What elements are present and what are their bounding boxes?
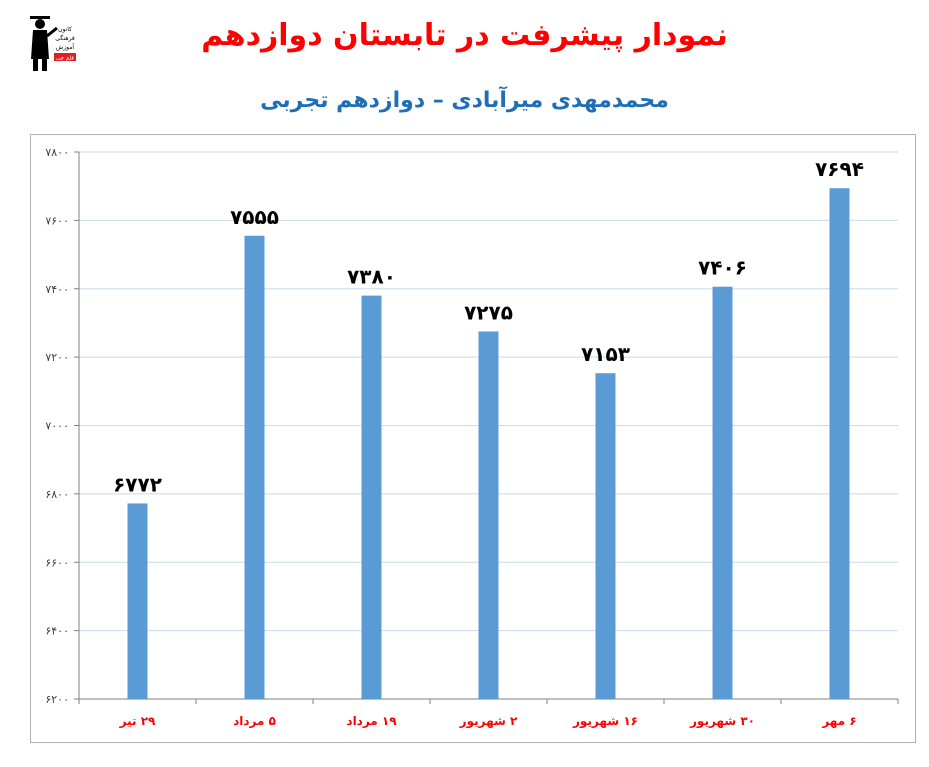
chart-title: نمودار پیشرفت در تابستان دوازدهم	[201, 18, 728, 53]
y-tick-label: ۶۶۰۰	[45, 556, 69, 569]
y-tick-label: ۶۸۰۰	[45, 488, 69, 501]
y-tick-label: ۷۴۰۰	[45, 283, 69, 296]
data-label: ۶۷۷۲	[113, 472, 162, 496]
y-tick-label: ۷۰۰۰	[45, 420, 69, 433]
x-tick-label: ۵ مرداد	[233, 714, 276, 728]
x-tick-label: ۳۰ شهریور	[689, 714, 755, 729]
y-tick-label: ۶۲۰۰	[45, 693, 69, 706]
bar	[829, 188, 850, 699]
data-label: ۷۳۸۰	[347, 265, 396, 289]
logo-text-3: آموزش	[56, 42, 75, 51]
y-tick-label: ۶۴۰۰	[45, 625, 69, 638]
data-label: ۷۱۵۳	[581, 342, 630, 366]
data-label: ۷۴۰۶	[698, 256, 747, 280]
x-tick-label: ۱۶ شهریور	[572, 714, 638, 729]
logo-text-4: قلم چی	[56, 56, 74, 62]
bar	[595, 373, 616, 699]
logo-text-2: فرهنگی	[55, 34, 75, 42]
chart-subtitle: محمدمهدی میرآبادی – دوازدهم تجربی	[260, 88, 669, 113]
logo-text-1: کانون	[58, 26, 72, 33]
graduate-logo-icon: کانون فرهنگی آموزش قلم چی	[30, 16, 76, 71]
bar	[712, 286, 733, 699]
bar	[127, 503, 148, 699]
x-tick-label: ۶ مهر	[821, 714, 856, 728]
data-label: ۷۶۹۴	[815, 157, 864, 181]
bar	[478, 331, 499, 699]
bar	[361, 295, 382, 699]
data-label: ۷۲۷۵	[464, 300, 513, 324]
x-tick-label: ۲۹ تیر	[119, 714, 156, 728]
y-tick-label: ۷۶۰۰	[45, 214, 69, 227]
x-tick-label: ۲ شهریور	[459, 714, 518, 729]
y-tick-label: ۷۸۰۰	[45, 146, 69, 159]
data-label: ۷۵۵۵	[230, 205, 279, 229]
y-tick-label: ۷۲۰۰	[45, 351, 69, 364]
chart-frame	[30, 134, 916, 743]
x-tick-label: ۱۹ مرداد	[346, 714, 397, 728]
bar	[244, 235, 265, 699]
